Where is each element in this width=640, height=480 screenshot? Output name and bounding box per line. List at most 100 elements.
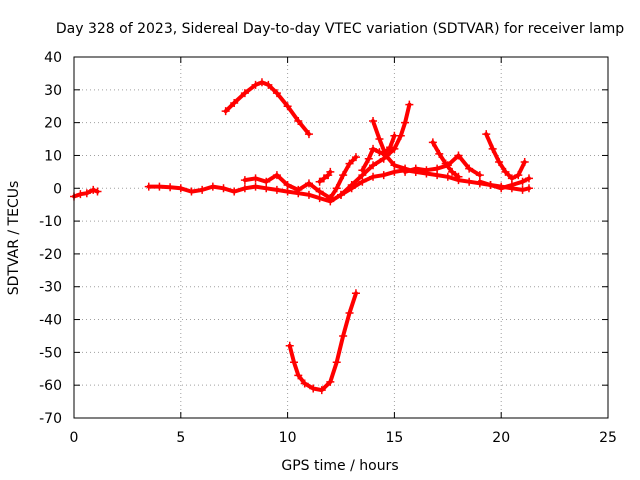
data-series-s3 <box>221 78 313 139</box>
data-point-marker <box>332 184 341 193</box>
data-point-marker <box>518 185 527 194</box>
data-point-marker <box>144 182 153 191</box>
data-point-marker <box>345 308 354 317</box>
data-point-marker <box>219 184 228 193</box>
data-point-marker <box>332 358 341 367</box>
y-tick-label: 40 <box>44 50 62 66</box>
data-point-marker <box>326 194 335 203</box>
x-tick-label: 25 <box>599 430 617 446</box>
data-point-marker <box>337 190 345 199</box>
data-point-marker <box>262 177 271 186</box>
data-point-marker <box>465 177 474 186</box>
series-line <box>317 169 333 184</box>
data-point-marker <box>304 179 313 188</box>
y-tick-label: -70 <box>39 411 62 427</box>
data-point-marker <box>369 144 378 153</box>
data-point-marker <box>300 379 309 388</box>
x-tick-label: 5 <box>176 430 185 446</box>
data-point-marker <box>435 149 444 158</box>
y-tick-label: 10 <box>44 148 62 164</box>
chart-title: Day 328 of 2023, Sidereal Day-to-day VTE… <box>56 21 624 37</box>
data-point-marker <box>155 182 164 191</box>
x-axis-label: GPS time / hours <box>281 458 398 474</box>
data-point-marker <box>93 187 102 196</box>
data-point-marker <box>221 107 230 116</box>
data-point-marker <box>264 80 273 89</box>
data-point-marker <box>375 148 384 157</box>
data-point-marker <box>390 144 399 153</box>
y-tick-label: 0 <box>53 181 62 197</box>
data-point-marker <box>475 177 484 186</box>
data-series-s7 <box>326 153 360 203</box>
data-series-s13 <box>482 130 529 183</box>
y-tick-label: 20 <box>44 116 62 132</box>
series-line <box>223 80 311 137</box>
axes: 0 5 10 15 20 25 -70 -60 -50 -40 -30 -20 -10 0 10 20 30 40 <box>39 50 617 446</box>
data-point-marker <box>507 180 516 189</box>
data-point-marker <box>272 89 281 98</box>
data-point-marker <box>272 185 281 194</box>
data-point-marker <box>290 358 299 367</box>
data-point-marker <box>441 159 450 168</box>
data-point-marker <box>358 166 367 175</box>
data-point-marker <box>176 184 185 193</box>
y-tick-label: 30 <box>44 83 62 99</box>
plot-frame <box>73 56 609 419</box>
y-tick-label: -60 <box>39 378 62 394</box>
data-series-s12 <box>428 138 463 181</box>
data-point-marker <box>501 167 510 176</box>
data-point-marker <box>428 138 437 147</box>
data-point-marker <box>317 386 326 395</box>
data-point-marker <box>390 161 399 170</box>
data-point-marker <box>401 118 410 127</box>
x-tick-label: 20 <box>492 430 510 446</box>
data-point-marker <box>401 167 410 176</box>
data-point-marker <box>390 131 399 140</box>
data-point-marker <box>364 154 373 163</box>
data-point-marker <box>272 171 281 180</box>
data-point-marker <box>524 174 533 183</box>
data-point-marker <box>240 176 249 185</box>
x-tick-label: 10 <box>279 430 297 446</box>
data-point-marker <box>345 159 354 168</box>
y-axis-label: SDTVAR / TECUs <box>6 181 22 296</box>
y-tick-label: -20 <box>39 247 62 263</box>
data-point-marker <box>351 289 360 298</box>
x-tick-label: 15 <box>385 430 403 446</box>
data-point-marker <box>76 190 85 199</box>
data-point-marker <box>304 190 313 199</box>
data-point-marker <box>379 171 388 180</box>
y-tick-label: -10 <box>39 214 62 230</box>
data-point-marker <box>283 180 292 189</box>
data-series-s14 <box>475 174 533 193</box>
data-point-marker <box>347 180 356 189</box>
data-point-marker <box>315 187 324 196</box>
data-point-marker <box>518 177 527 186</box>
data-point-marker <box>294 371 303 380</box>
data-point-marker <box>482 130 491 139</box>
data-point-marker <box>495 158 504 167</box>
data-point-marker <box>443 172 452 181</box>
data-point-marker <box>309 384 318 393</box>
data-point-marker <box>375 135 384 144</box>
data-point-marker <box>433 164 442 173</box>
data-point-marker <box>448 167 457 176</box>
data-point-marker <box>465 164 474 173</box>
data-point-marker <box>486 180 495 189</box>
data-point-marker <box>369 116 378 125</box>
data-point-marker <box>257 78 266 87</box>
data-point-marker <box>454 151 463 160</box>
data-point-marker <box>304 130 313 139</box>
data-point-marker <box>240 184 249 193</box>
data-point-marker <box>251 182 260 191</box>
data-point-marker <box>422 166 431 175</box>
data-point-marker <box>520 158 529 167</box>
data-point-marker <box>251 174 260 183</box>
series-layer <box>70 78 533 395</box>
data-point-marker <box>369 172 378 181</box>
data-point-marker <box>187 187 196 196</box>
data-point-marker <box>319 174 328 183</box>
data-point-marker <box>339 331 348 340</box>
